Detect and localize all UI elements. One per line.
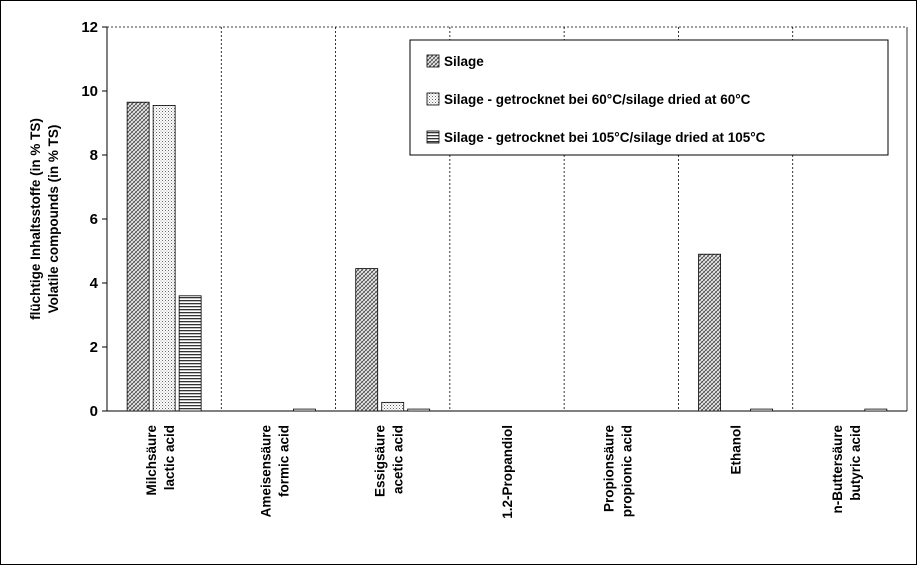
bar-series3-cat7 xyxy=(864,408,888,412)
bar-series1-cat1 xyxy=(126,101,150,412)
bar-series2-cat1 xyxy=(152,105,176,412)
category-label: butyric acid xyxy=(848,425,863,501)
legend-box xyxy=(409,39,889,156)
category-label: acetic acid xyxy=(391,425,406,494)
bar-series1-cat6 xyxy=(698,253,721,412)
y-axis-label-line2: Volatile compounds (in % TS) xyxy=(46,125,61,314)
category-label: formic acid xyxy=(276,425,291,497)
category-label: Essigsäure xyxy=(373,425,388,498)
category-label: lactic acid xyxy=(162,425,177,490)
category-label: propionic acid xyxy=(619,425,634,517)
bar-series3-cat6 xyxy=(750,408,773,412)
bar-series2-cat3 xyxy=(381,401,405,412)
bar-series3-cat2 xyxy=(293,408,316,412)
category-label: Propionsäure xyxy=(601,425,616,513)
y-tick-label: 6 xyxy=(90,211,98,228)
y-tick-label: 2 xyxy=(90,339,98,356)
y-tick-label: 8 xyxy=(90,147,98,164)
y-tick-labels: 0 2 4 6 8 10 12 xyxy=(81,19,107,420)
legend-entry: Silage - getrocknet bei 60°C/silage drie… xyxy=(444,92,751,107)
bar-series3-cat1 xyxy=(178,295,202,412)
y-tick-label: 12 xyxy=(81,19,98,36)
y-tick-label: 0 xyxy=(90,403,98,420)
bar-series1-cat3 xyxy=(355,268,379,412)
legend-entry: Silage xyxy=(444,54,484,69)
legend-swatch xyxy=(426,92,440,106)
y-tick-label: 10 xyxy=(81,83,98,100)
y-axis-label-line1: flüchtige Inhaltsstoffe (in % TS) xyxy=(28,118,43,320)
category-label: Milchsäure xyxy=(144,425,159,496)
category-labels: Milchsäure lactic acid Ameisensäure formic … xyxy=(144,425,863,519)
bars xyxy=(126,101,888,412)
category-label: Ethanol xyxy=(729,425,744,475)
y-tick-label: 4 xyxy=(90,275,99,292)
legend-entry: Silage - getrocknet bei 105°C/silage dri… xyxy=(444,130,766,145)
legend-swatch xyxy=(426,130,440,144)
bar-series3-cat3 xyxy=(407,408,431,412)
legend-swatch xyxy=(426,54,440,68)
category-label: 1.2-Propandiol xyxy=(500,425,515,519)
legend: Silage Silage - getrocknet bei 60°C/silag… xyxy=(409,39,889,156)
category-label: Ameisensäure xyxy=(258,425,273,518)
category-label: n-Buttersäure xyxy=(830,425,845,514)
